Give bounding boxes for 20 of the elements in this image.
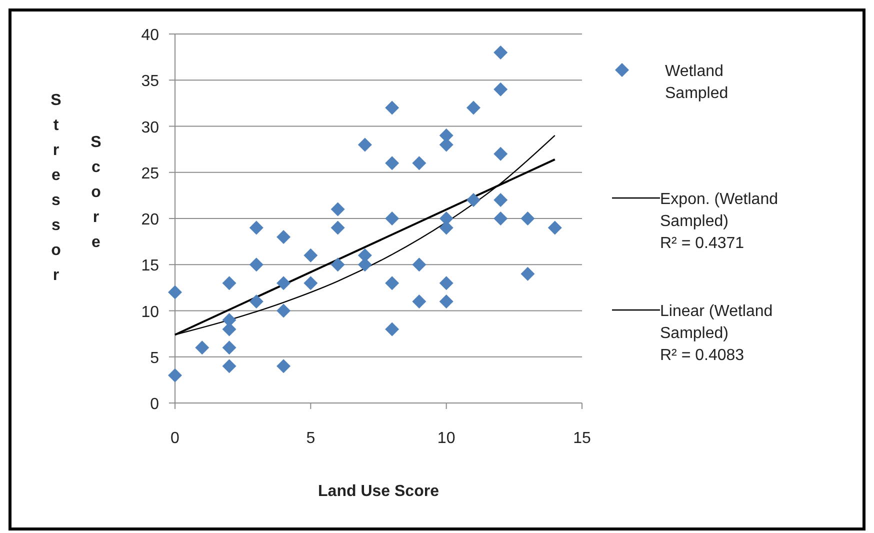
x-axis-title: Land Use Score xyxy=(318,483,440,500)
y-tick-label: 40 xyxy=(141,27,160,44)
y-tick-label: 35 xyxy=(141,73,160,90)
x-tick-label: 5 xyxy=(306,430,316,447)
x-tick-label: 0 xyxy=(170,430,180,447)
y-tick-label: 30 xyxy=(141,119,160,136)
x-tick-label: 15 xyxy=(573,430,591,447)
x-tick-label: 10 xyxy=(437,430,456,447)
legend-label: Wetland Sampled xyxy=(665,63,728,102)
text: R² = 0.4371 xyxy=(660,235,744,252)
legend-label: Linear (Wetland Sampled) xyxy=(660,303,773,342)
y-tick-label: 15 xyxy=(141,258,160,275)
y-tick-label: 25 xyxy=(141,165,160,182)
text: R² = 0.4083 xyxy=(660,347,744,364)
y-tick-label: 5 xyxy=(150,350,160,367)
y-tick-label: 0 xyxy=(150,396,160,413)
y-tick-label: 20 xyxy=(141,212,160,228)
y-tick-label: 10 xyxy=(141,304,160,321)
text: Stressor Score xyxy=(48,92,104,292)
legend-label: Expon. (Wetland Sampled) xyxy=(660,191,778,230)
